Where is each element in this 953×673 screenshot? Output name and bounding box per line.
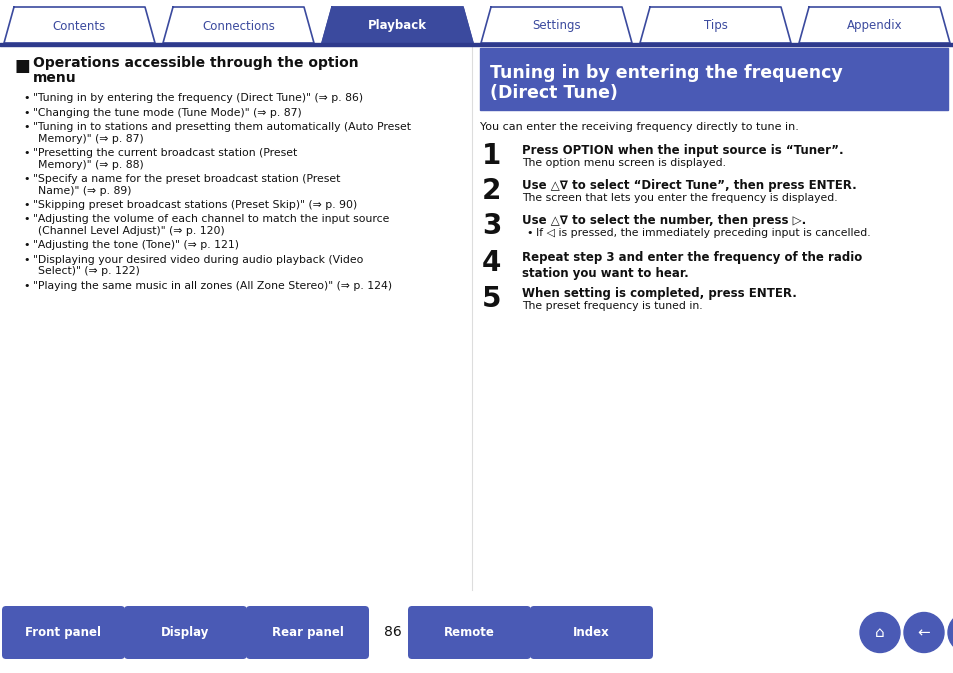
Text: If ◁ is pressed, the immediately preceding input is cancelled.: If ◁ is pressed, the immediately precedi… bbox=[536, 228, 870, 238]
Circle shape bbox=[947, 612, 953, 653]
Text: Connections: Connections bbox=[202, 20, 274, 32]
Text: Use △∇ to select the number, then press ▷.: Use △∇ to select the number, then press … bbox=[521, 214, 805, 227]
Text: You can enter the receiving frequency directly to tune in.: You can enter the receiving frequency di… bbox=[479, 122, 798, 132]
Text: Index: Index bbox=[573, 626, 609, 639]
Text: •: • bbox=[23, 255, 30, 265]
Polygon shape bbox=[4, 7, 154, 43]
Text: "Changing the tune mode (Tune Mode)" (⇒ p. 87): "Changing the tune mode (Tune Mode)" (⇒ … bbox=[33, 108, 301, 118]
Text: "Skipping preset broadcast stations (Preset Skip)" (⇒ p. 90): "Skipping preset broadcast stations (Pre… bbox=[33, 200, 356, 210]
Text: •: • bbox=[23, 122, 30, 132]
Text: ⌂: ⌂ bbox=[874, 625, 883, 640]
Text: •: • bbox=[23, 240, 30, 250]
Text: •: • bbox=[23, 281, 30, 291]
FancyBboxPatch shape bbox=[408, 606, 531, 659]
Text: 1: 1 bbox=[481, 142, 500, 170]
Text: Repeat step 3 and enter the frequency of the radio
station you want to hear.: Repeat step 3 and enter the frequency of… bbox=[521, 251, 862, 280]
Text: ■: ■ bbox=[15, 57, 30, 75]
Polygon shape bbox=[480, 7, 631, 43]
Text: "Playing the same music in all zones (All Zone Stereo)" (⇒ p. 124): "Playing the same music in all zones (Al… bbox=[33, 281, 392, 291]
Text: "Tuning in to stations and presetting them automatically (Auto Preset: "Tuning in to stations and presetting th… bbox=[33, 122, 411, 132]
FancyBboxPatch shape bbox=[246, 606, 369, 659]
Text: 4: 4 bbox=[481, 249, 501, 277]
Polygon shape bbox=[163, 7, 314, 43]
Text: The preset frequency is tuned in.: The preset frequency is tuned in. bbox=[521, 301, 702, 311]
Text: Use △∇ to select “Direct Tune”, then press ENTER.: Use △∇ to select “Direct Tune”, then pre… bbox=[521, 179, 856, 192]
Text: •: • bbox=[23, 215, 30, 225]
Text: "Displaying your desired video during audio playback (Video: "Displaying your desired video during au… bbox=[33, 255, 363, 265]
Text: 3: 3 bbox=[481, 212, 501, 240]
Text: The screen that lets you enter the frequency is displayed.: The screen that lets you enter the frequ… bbox=[521, 193, 837, 203]
Text: •: • bbox=[23, 108, 30, 118]
Text: •: • bbox=[23, 174, 30, 184]
Text: Select)" (⇒ p. 122): Select)" (⇒ p. 122) bbox=[38, 267, 140, 277]
Text: "Tuning in by entering the frequency (Direct Tune)" (⇒ p. 86): "Tuning in by entering the frequency (Di… bbox=[33, 93, 363, 103]
Text: •: • bbox=[23, 200, 30, 210]
Text: Front panel: Front panel bbox=[26, 626, 101, 639]
Text: •: • bbox=[525, 228, 532, 238]
Text: Name)" (⇒ p. 89): Name)" (⇒ p. 89) bbox=[38, 186, 132, 195]
Text: 2: 2 bbox=[481, 177, 501, 205]
Text: "Specify a name for the preset broadcast station (Preset: "Specify a name for the preset broadcast… bbox=[33, 174, 340, 184]
FancyBboxPatch shape bbox=[2, 606, 125, 659]
Polygon shape bbox=[322, 7, 473, 43]
Text: Memory)" (⇒ p. 87): Memory)" (⇒ p. 87) bbox=[38, 133, 144, 143]
Circle shape bbox=[859, 612, 899, 653]
Text: Tips: Tips bbox=[702, 20, 727, 32]
Text: "Adjusting the tone (Tone)" (⇒ p. 121): "Adjusting the tone (Tone)" (⇒ p. 121) bbox=[33, 240, 239, 250]
Text: Appendix: Appendix bbox=[846, 20, 902, 32]
Text: Press OPTION when the input source is “Tuner”.: Press OPTION when the input source is “T… bbox=[521, 144, 842, 157]
Text: (Direct Tune): (Direct Tune) bbox=[490, 84, 618, 102]
Text: Contents: Contents bbox=[52, 20, 106, 32]
Circle shape bbox=[903, 612, 943, 653]
Text: "Adjusting the volume of each channel to match the input source: "Adjusting the volume of each channel to… bbox=[33, 215, 389, 225]
Polygon shape bbox=[639, 7, 790, 43]
Text: When setting is completed, press ENTER.: When setting is completed, press ENTER. bbox=[521, 287, 796, 300]
Text: •: • bbox=[23, 93, 30, 103]
FancyBboxPatch shape bbox=[124, 606, 247, 659]
Text: Playback: Playback bbox=[368, 20, 427, 32]
Text: Memory)" (⇒ p. 88): Memory)" (⇒ p. 88) bbox=[38, 160, 144, 170]
Text: Operations accessible through the option: Operations accessible through the option bbox=[33, 56, 358, 70]
Polygon shape bbox=[799, 7, 949, 43]
Text: 86: 86 bbox=[384, 625, 401, 639]
Text: The option menu screen is displayed.: The option menu screen is displayed. bbox=[521, 158, 725, 168]
Text: "Presetting the current broadcast station (Preset: "Presetting the current broadcast statio… bbox=[33, 148, 297, 158]
Text: •: • bbox=[23, 148, 30, 158]
Text: Rear panel: Rear panel bbox=[272, 626, 343, 639]
FancyBboxPatch shape bbox=[530, 606, 652, 659]
Text: menu: menu bbox=[33, 71, 76, 85]
Polygon shape bbox=[479, 48, 947, 110]
Text: Settings: Settings bbox=[532, 20, 580, 32]
Text: ←: ← bbox=[917, 625, 929, 640]
Text: Tuning in by entering the frequency: Tuning in by entering the frequency bbox=[490, 64, 841, 82]
Text: Remote: Remote bbox=[443, 626, 495, 639]
Text: 5: 5 bbox=[481, 285, 501, 313]
Text: Display: Display bbox=[161, 626, 210, 639]
Text: (Channel Level Adjust)" (⇒ p. 120): (Channel Level Adjust)" (⇒ p. 120) bbox=[38, 226, 225, 236]
